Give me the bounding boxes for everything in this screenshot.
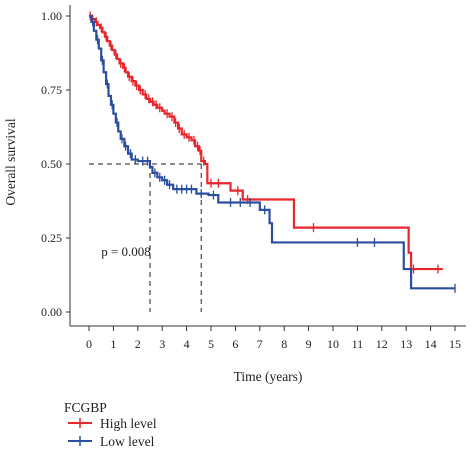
legend-label-high: High level [100,416,157,431]
x-tick-label: 5 [208,337,214,351]
median-lines [89,163,202,312]
x-tick-label: 14 [425,337,437,351]
x-tick-label: 7 [257,337,263,351]
legend-item-low: Low level [68,434,155,449]
x-tick-label: 12 [376,337,388,351]
legend-item-high: High level [68,416,157,431]
x-tick-label: 10 [327,337,339,351]
y-tick-label: 0.50 [41,157,62,171]
x-tick-label: 13 [400,337,412,351]
y-tick-label: 0.00 [41,305,62,319]
x-tick-label: 15 [449,337,461,351]
x-tick-label: 8 [281,337,287,351]
x-axis-title: Time (years) [234,369,303,384]
x-tick-label: 4 [184,337,190,351]
x-tick-label: 9 [306,337,312,351]
series-low [89,14,456,293]
x-tick-label: 11 [352,337,364,351]
legend: FCGBP High level Low level [64,400,157,449]
y-tick-label: 1.00 [41,9,62,23]
y-axis-title: Overall survival [3,118,18,206]
x-ticks: 0 1 2 3 4 5 6 7 8 9 10 11 12 13 14 15 [86,326,461,351]
survival-curves [89,11,456,293]
series-high [89,11,443,274]
x-tick-label: 6 [232,337,238,351]
x-tick-label: 0 [86,337,92,351]
x-tick-label: 2 [135,337,141,351]
x-tick-label: 3 [159,337,165,351]
legend-label-low: Low level [100,434,155,449]
y-tick-label: 0.75 [41,83,62,97]
p-value-annotation: p = 0.008 [101,244,151,259]
legend-title: FCGBP [64,400,107,415]
y-tick-label: 0.25 [41,231,62,245]
x-tick-label: 1 [110,337,116,351]
y-ticks: 0.00 0.25 0.50 0.75 1.00 [41,9,70,319]
survival-curve [89,14,443,271]
